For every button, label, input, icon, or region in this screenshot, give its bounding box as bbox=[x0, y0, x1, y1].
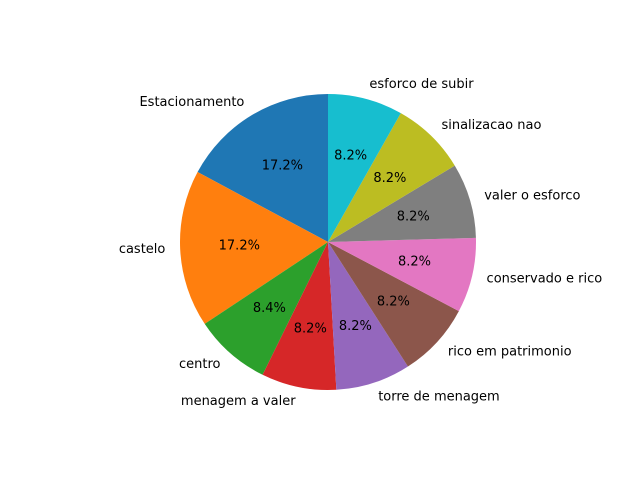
pie-slice-menagem-a-valer bbox=[262, 242, 337, 391]
percent-label: 8.4% bbox=[253, 301, 286, 316]
category-label-estacionamento: Estacionamento bbox=[139, 95, 244, 110]
pie-slice-rico-em-patrimonio bbox=[328, 242, 459, 367]
category-label-castelo: castelo bbox=[119, 242, 166, 257]
pie-slice-torre-de-menagem bbox=[328, 242, 408, 390]
percent-label: 8.2% bbox=[397, 210, 430, 225]
percent-labels: 17.2% 17.2% 8.4% 8.2% 8.2% 8.2% 8.2% 8.2% 8.2% 8.… bbox=[219, 149, 431, 337]
percent-label: 8.2% bbox=[294, 322, 327, 337]
pie-slice-estacionamento bbox=[197, 94, 328, 242]
percent-label: 8.2% bbox=[377, 295, 410, 310]
category-label-sinalizacao-nao: sinalizacao nao bbox=[441, 118, 541, 133]
category-label-menagem-a-valer: menagem a valer bbox=[181, 394, 296, 409]
category-label-valer-o-esforco: valer o esforco bbox=[484, 189, 580, 204]
pie-slice-sinalizacao-nao bbox=[328, 113, 455, 242]
pie-slice-conservado-e-rico bbox=[328, 237, 476, 312]
percent-label: 8.2% bbox=[398, 255, 431, 270]
pie-slice-esforco-de-subir bbox=[328, 94, 401, 242]
pie-slices bbox=[180, 94, 476, 391]
category-label-conservado-e-rico: conservado e rico bbox=[487, 271, 603, 286]
percent-label: 17.2% bbox=[219, 239, 260, 254]
category-label-rico-em-patrimonio: rico em patrimonio bbox=[448, 345, 572, 360]
pie-slice-valer-o-esforco bbox=[328, 165, 476, 242]
category-label-centro: centro bbox=[179, 357, 221, 372]
category-labels: Estacionamento castelo centro menagem a val… bbox=[119, 77, 602, 409]
percent-label: 8.2% bbox=[373, 171, 406, 186]
category-label-torre-de-menagem: torre de menagem bbox=[378, 389, 500, 404]
pie-slice-centro bbox=[204, 242, 328, 375]
percent-label: 8.2% bbox=[339, 319, 372, 334]
pie-slice-castelo bbox=[180, 172, 328, 324]
percent-label: 17.2% bbox=[262, 158, 303, 173]
percent-label: 8.2% bbox=[334, 149, 367, 164]
category-label-esforco-de-subir: esforco de subir bbox=[369, 77, 474, 92]
